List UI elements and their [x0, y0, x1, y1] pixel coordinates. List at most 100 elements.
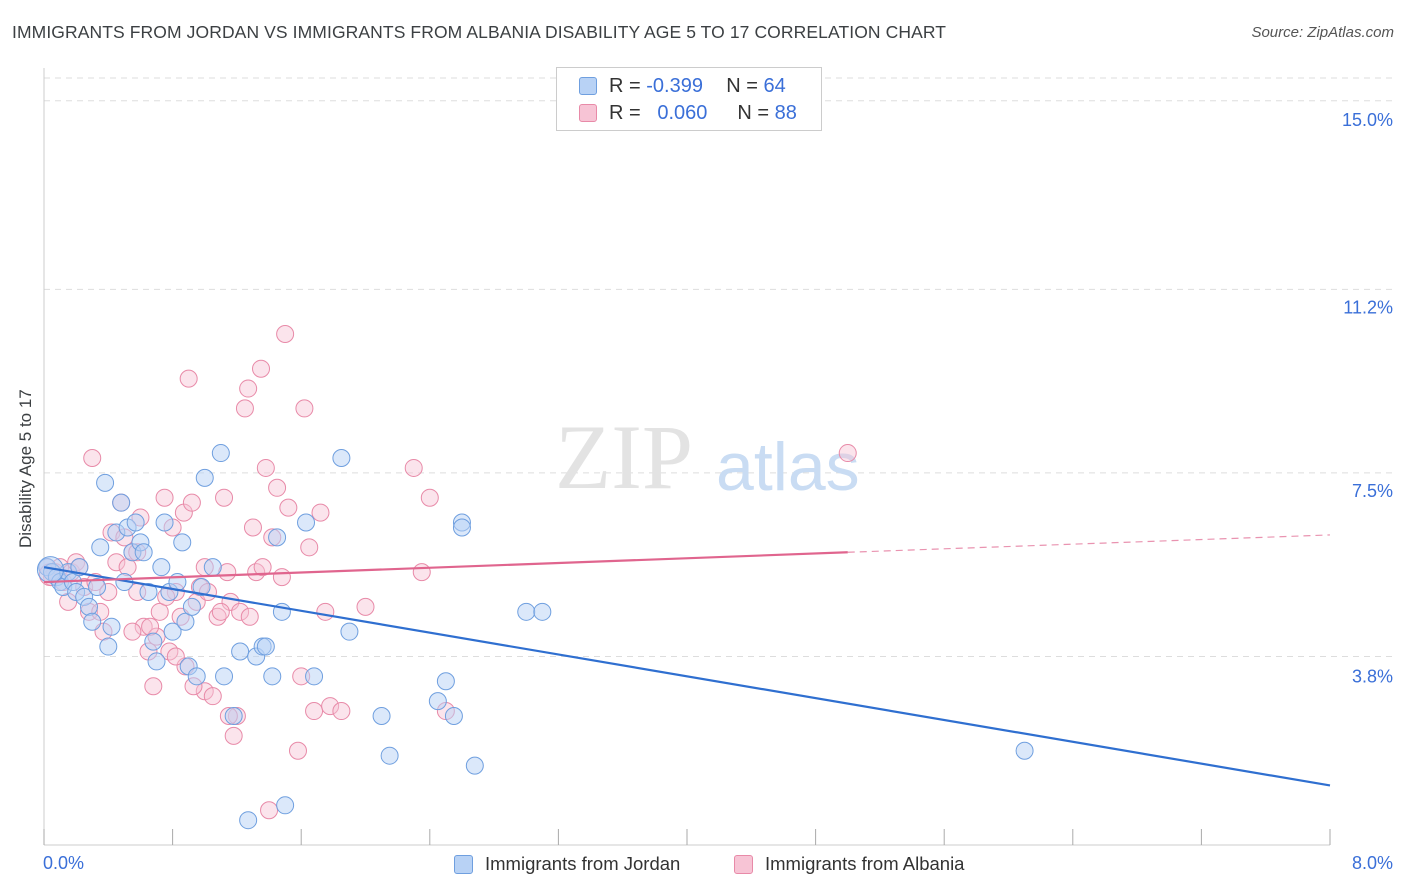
jordan-point: [192, 578, 211, 597]
jordan-point: [112, 493, 131, 512]
albania-point: [332, 702, 351, 721]
jordan-point: [144, 632, 163, 651]
jordan-point: [91, 538, 110, 557]
legend-r-label: R =: [609, 74, 641, 97]
jordan-point: [305, 667, 324, 686]
legend-item-albania: Immigrants from Albania: [734, 853, 964, 875]
albania-point: [235, 399, 254, 418]
legend-n-label: N =: [737, 101, 770, 124]
jordan-point: [436, 672, 455, 691]
jordan-point: [152, 558, 171, 577]
legend-item-jordan: Immigrants from Jordan: [454, 853, 680, 875]
jordan-point: [96, 473, 115, 492]
jordan-point: [533, 602, 552, 621]
albania-point: [321, 697, 340, 716]
albania-point: [272, 568, 291, 587]
albania-point: [311, 503, 330, 522]
correlation-legend: R = -0.399 N = 64 R = 0.060 N = 88: [556, 67, 822, 131]
albania-point: [276, 324, 295, 343]
albania-point: [150, 602, 169, 621]
albania-point: [252, 359, 271, 378]
jordan-swatch: [579, 77, 597, 95]
albania-point: [231, 602, 250, 621]
albania-point: [118, 558, 137, 577]
albania-point: [305, 702, 324, 721]
y-tick-label: 15.0%: [1342, 110, 1393, 130]
albania-point: [268, 478, 287, 497]
jordan-point: [465, 756, 484, 775]
albania-point: [253, 558, 272, 577]
jordan-point: [88, 578, 107, 597]
y-tick-labels: 3.8% 7.5% 11.2% 15.0%: [1342, 110, 1393, 687]
jordan-point: [195, 468, 214, 487]
jordan-point: [147, 652, 166, 671]
jordan-point: [1015, 741, 1034, 760]
albania-point: [288, 741, 307, 760]
legend-row-jordan: R = -0.399 N = 64: [579, 73, 786, 99]
albania-swatch: [579, 104, 597, 122]
albania-point: [144, 677, 163, 696]
jordan-point: [182, 597, 201, 616]
albania-point: [412, 563, 431, 582]
series-legend: Immigrants from Jordan Immigrants from A…: [0, 851, 1406, 879]
albania-point: [260, 801, 279, 820]
legend-n-value: 64: [763, 74, 786, 97]
jordan-point: [99, 637, 118, 656]
jordan-point: [372, 707, 391, 726]
y-tick-label: 3.8%: [1352, 666, 1393, 686]
trendlines: [43, 534, 1331, 787]
albania-point: [107, 553, 126, 572]
albania-point: [316, 602, 335, 621]
jordan-point: [231, 642, 250, 661]
albania-point: [240, 607, 259, 626]
albania-point: [420, 488, 439, 507]
grid-lines: [44, 77, 1392, 657]
albania-point: [179, 369, 198, 388]
jordan-point: [340, 622, 359, 641]
albania-point: [239, 379, 258, 398]
albania-point: [295, 399, 314, 418]
albania-point: [215, 488, 234, 507]
albania-point: [300, 538, 319, 557]
chart-title: IMMIGRANTS FROM JORDAN VS IMMIGRANTS FRO…: [12, 22, 947, 42]
jordan-point: [203, 558, 222, 577]
jordan-point: [444, 707, 463, 726]
axes: [43, 68, 1331, 846]
source-label: Source: ZipAtlas.com: [1251, 24, 1394, 41]
jordan-point: [80, 597, 99, 616]
jordan-points: [36, 444, 1034, 830]
albania-point: [404, 458, 423, 477]
albania-point: [123, 622, 142, 641]
x-tick-label-min: 0.0%: [43, 853, 85, 873]
jordan-point: [276, 796, 295, 815]
watermark-atlas: atlas: [716, 429, 860, 505]
jordan-point: [239, 811, 258, 830]
jordan-point: [256, 637, 275, 656]
jordan-point: [224, 707, 243, 726]
jordan-point: [83, 612, 102, 631]
albania-point: [256, 458, 275, 477]
albania-point: [134, 617, 153, 636]
albania-point: [166, 647, 185, 666]
watermark-zip: ZIP: [555, 406, 693, 508]
jordan-point: [102, 617, 121, 636]
legend-r-value: -0.399: [646, 74, 703, 97]
albania-point: [203, 687, 222, 706]
y-axis-label: Disability Age 5 to 17: [16, 389, 35, 548]
albania-trendline: [43, 551, 848, 584]
jordan-point: [517, 602, 536, 621]
legend-r-value: 0.060: [657, 101, 708, 124]
albania-point: [356, 597, 375, 616]
albania-point: [155, 488, 174, 507]
legend-item-label: Immigrants from Albania: [765, 853, 965, 874]
jordan-point: [263, 667, 282, 686]
legend-item-label: Immigrants from Jordan: [485, 853, 681, 874]
albania-point: [208, 607, 227, 626]
jordan-point: [452, 518, 471, 537]
legend-r-label: R =: [609, 101, 641, 124]
jordan-point: [428, 692, 447, 711]
albania-trendline-extension: [847, 534, 1331, 553]
y-tick-label: 7.5%: [1352, 481, 1393, 501]
albania-point: [141, 617, 160, 636]
albania-legend-swatch: [734, 854, 753, 874]
